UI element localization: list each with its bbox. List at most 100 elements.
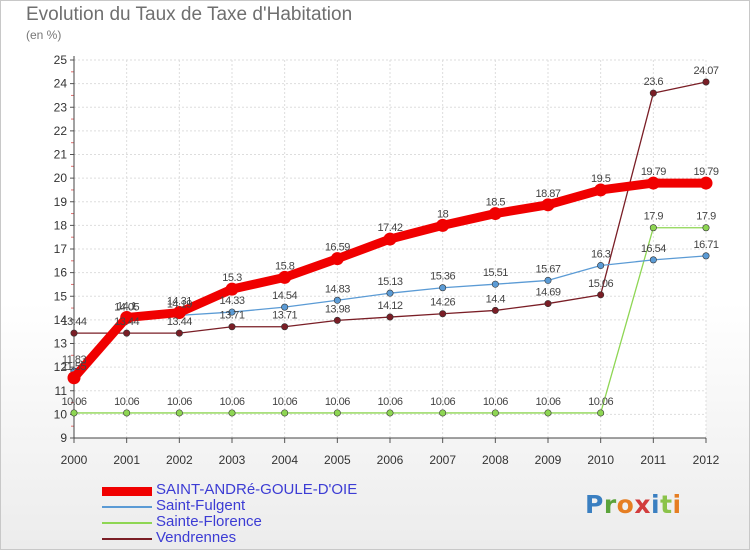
data-label: 14.69 [535, 287, 560, 299]
legend-label: Vendrennes [156, 529, 237, 546]
data-label: 14.19 [167, 298, 192, 310]
y-tick-label: 15 [54, 289, 68, 303]
y-tick-label: 20 [54, 171, 68, 185]
data-point [172, 306, 186, 320]
data-point [702, 78, 710, 86]
data-point [436, 218, 450, 232]
data-point [281, 323, 289, 331]
data-point [488, 207, 502, 221]
data-label: 10.06 [483, 396, 508, 408]
y-tick-label: 14 [54, 313, 68, 327]
x-tick-label: 2008 [482, 453, 509, 467]
data-point [541, 198, 555, 212]
data-point [594, 183, 608, 197]
data-point [120, 311, 134, 325]
data-point [491, 280, 499, 288]
data-point [333, 409, 341, 417]
y-tick-label: 25 [54, 53, 68, 67]
data-point [491, 409, 499, 417]
x-tick-label: 2012 [693, 453, 720, 467]
data-label: 14.4 [486, 293, 506, 305]
data-point [699, 176, 713, 190]
legend-swatch [102, 506, 152, 508]
data-point [597, 291, 605, 299]
legend-swatch [102, 538, 152, 540]
data-label: 14.26 [430, 297, 455, 309]
data-label: 14.12 [377, 300, 402, 312]
x-tick-label: 2003 [219, 453, 246, 467]
data-label: 14.83 [325, 283, 350, 295]
data-label: 16.3 [591, 249, 611, 261]
x-tick-label: 2007 [429, 453, 456, 467]
data-label: 10.06 [114, 396, 139, 408]
data-label: 13.98 [325, 303, 350, 315]
data-label: 13.44 [61, 316, 86, 328]
data-point [544, 300, 552, 308]
y-tick-label: 19 [54, 195, 68, 209]
data-label: 15.13 [377, 276, 402, 288]
data-label: 15.67 [535, 263, 560, 275]
data-point [281, 409, 289, 417]
data-point [228, 323, 236, 331]
data-point [278, 270, 292, 284]
data-label: 14.54 [272, 290, 297, 302]
data-label: 16.59 [325, 242, 350, 254]
data-label: 17.9 [696, 211, 716, 223]
data-label: 18 [437, 208, 449, 220]
data-point [649, 256, 657, 264]
data-label: 14.05 [114, 302, 139, 314]
data-label: 24.07 [693, 65, 718, 77]
x-tick-label: 2000 [61, 453, 88, 467]
y-tick-label: 11 [55, 384, 68, 398]
data-label: 10.06 [430, 396, 455, 408]
data-point [333, 296, 341, 304]
chart-unit-label: (en %) [26, 28, 62, 42]
data-point [333, 316, 341, 324]
legend-label: SAINT-ANDRé-GOULE-D'OIE [156, 481, 358, 498]
data-label: 15.06 [588, 278, 613, 290]
data-point [386, 289, 394, 297]
data-point [123, 329, 131, 337]
data-label: 10.06 [219, 396, 244, 408]
y-tick-label: 9 [60, 431, 67, 445]
data-label: 15.3 [222, 272, 242, 284]
data-point [70, 329, 78, 337]
logo-letter: i [672, 490, 682, 519]
x-tick-label: 2001 [113, 453, 140, 467]
data-label: 19.79 [693, 166, 718, 178]
data-label: 13.71 [219, 310, 244, 322]
legend-label: Sainte-Florence [156, 513, 262, 530]
data-label: 16.54 [641, 243, 666, 255]
data-label: 18.87 [535, 188, 560, 200]
data-label: 15.8 [275, 260, 295, 272]
y-tick-label: 23 [54, 100, 68, 114]
chart-title: Evolution du Taux de Taxe d'Habitation [26, 4, 353, 25]
data-label: 14.33 [219, 295, 244, 307]
logo-letter: t [660, 490, 673, 519]
data-point [330, 252, 344, 266]
y-tick-label: 24 [54, 77, 68, 91]
data-point [544, 409, 552, 417]
data-point [386, 313, 394, 321]
data-label: 15.36 [430, 271, 455, 283]
x-tick-label: 2004 [271, 453, 298, 467]
proxiti-logo: Proxiti [585, 490, 682, 519]
x-tick-label: 2010 [587, 453, 614, 467]
x-tick-label: 2002 [166, 453, 193, 467]
data-point [597, 409, 605, 417]
data-label: 10.06 [167, 396, 192, 408]
y-tick-label: 16 [54, 266, 68, 280]
data-label: 14.1 [117, 301, 137, 313]
data-point [491, 306, 499, 314]
y-tick-label: 10 [54, 407, 68, 421]
y-tick-label: 12 [54, 360, 68, 374]
data-point [649, 89, 657, 97]
data-label: 13.44 [114, 316, 139, 328]
legend-label: Saint-Fulgent [156, 497, 246, 514]
data-point [597, 262, 605, 270]
data-point [70, 409, 78, 417]
data-point [67, 371, 81, 385]
data-point [702, 224, 710, 232]
x-tick-label: 2006 [377, 453, 404, 467]
